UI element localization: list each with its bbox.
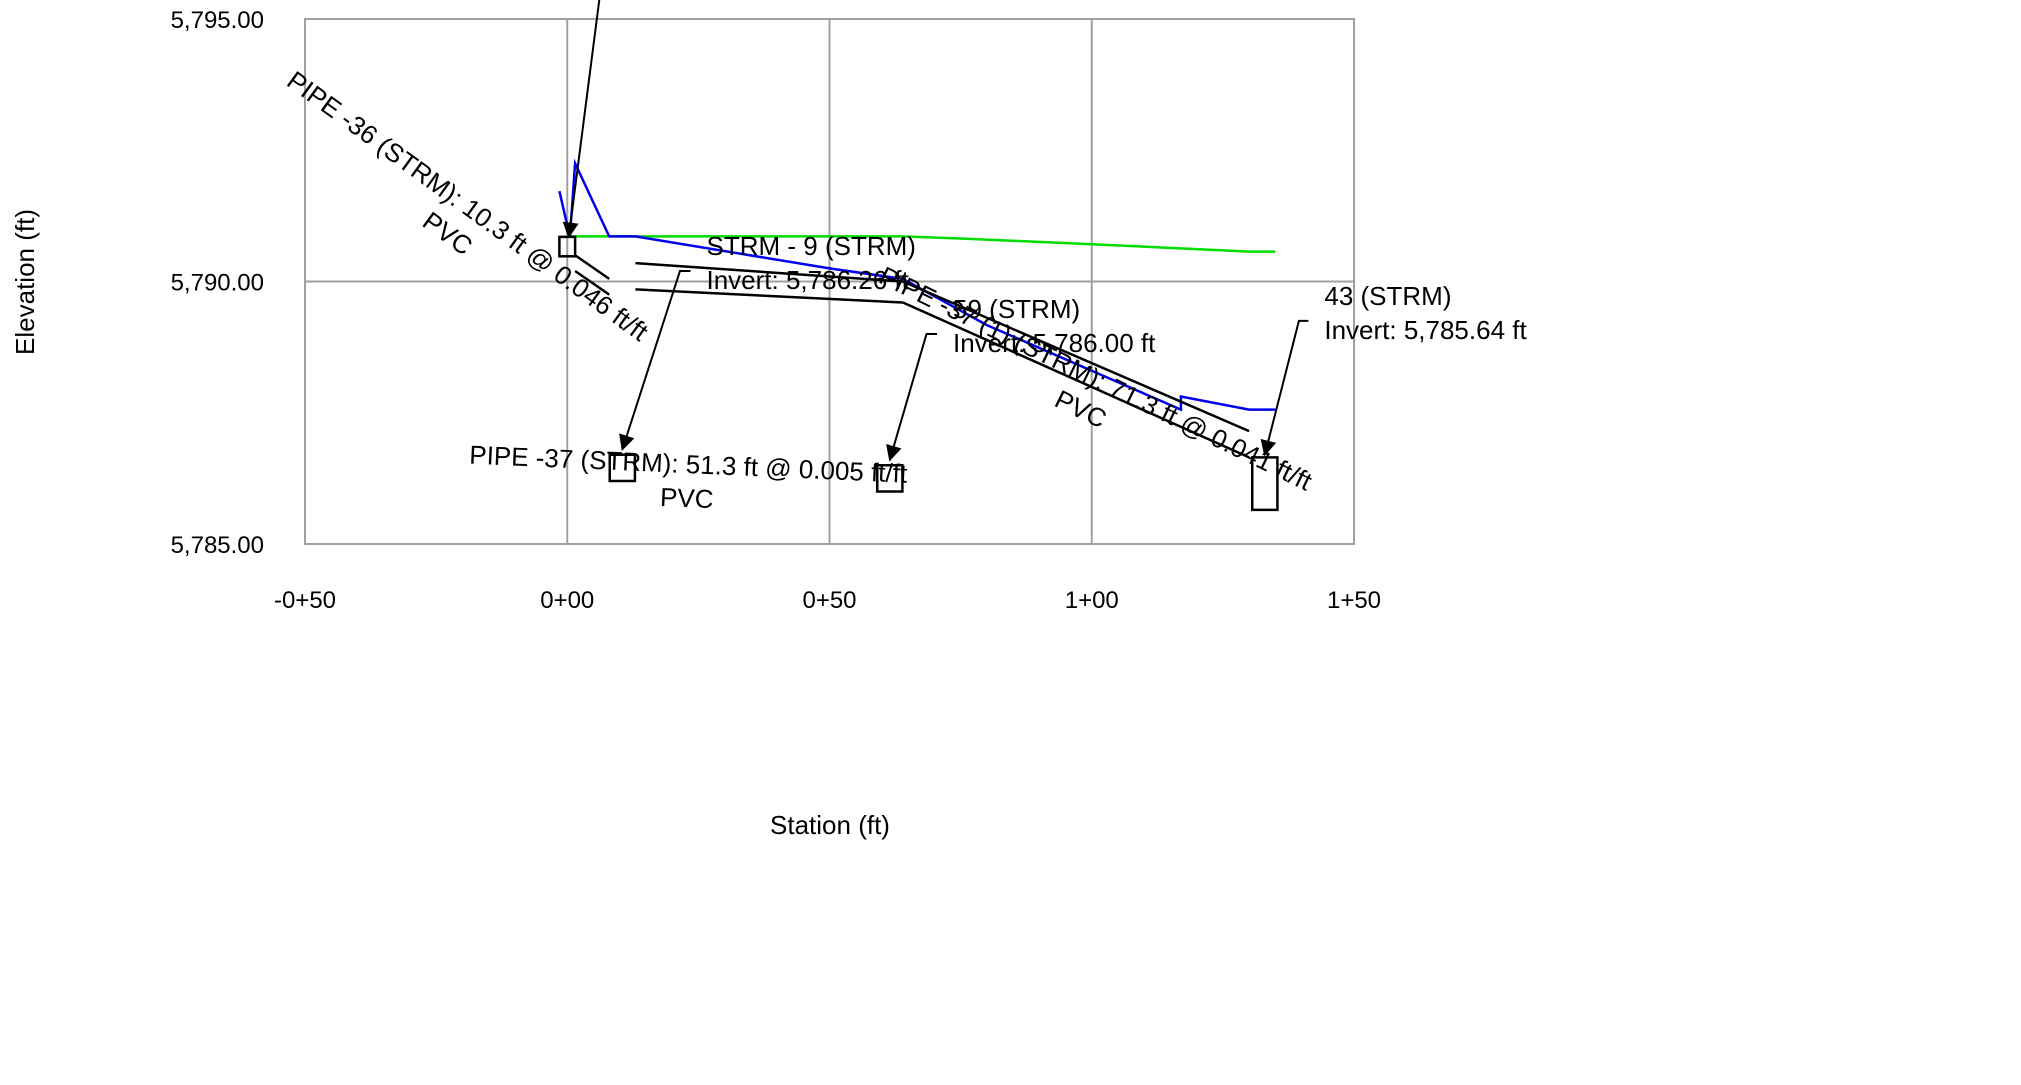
pipe-label-text: PVC: [659, 482, 714, 514]
pipe-label-text: PIPE -37 (1) (STRM): 71.3 ft @ 0.041 ft/…: [875, 260, 1318, 497]
annotation: 43 (STRM) Invert: 5,785.64 ft: [1260, 281, 1527, 457]
x-tick-label: 0+50: [802, 587, 856, 614]
pipe-line: [635, 288, 903, 304]
pipe-label-text: PIPE -36 (STRM): 10.3 ft @ 0.046 ft/ft: [282, 65, 655, 347]
structure-box: [608, 453, 637, 483]
pipe-label: PIPE -37 (STRM): 51.3 ft @ 0.005 ft/ftPV…: [469, 440, 909, 515]
series-lines: [558, 158, 1276, 412]
structure-annotations: CB-4Rim: 5,790.85 ftInvert: 5,790.48 ft S…: [562, 0, 1527, 462]
annotation: 59 (STRM) Invert: 5,786.00 ft: [886, 294, 1156, 462]
profile-chart: -0+50 0+00 0+50 1+00 1+50 5,785.00 5,790.00 5,7…: [10, 0, 1527, 840]
pipe-line: [902, 301, 1250, 459]
x-tick-label: 1+50: [1327, 587, 1381, 614]
annotation: CB-4Rim: 5,790.85 ftInvert: 5,790.48 ft: [562, 0, 601, 239]
pipe-label-text: PIPE -37 (STRM): 51.3 ft @ 0.005 ft/ft: [469, 440, 909, 489]
structure-box: [1250, 456, 1279, 512]
pipe-lines: [574, 254, 1250, 459]
x-tick-label: -0+50: [274, 587, 336, 614]
annotation-leader: [619, 270, 691, 452]
pipe-line: [902, 280, 1250, 433]
annotation-leader: [886, 333, 937, 462]
annotation-text: Invert: 5,786.00 ft: [953, 328, 1156, 358]
y-axis-title: Elevation (ft): [10, 209, 40, 355]
y-tick-label: 5,785.00: [171, 532, 264, 559]
y-tick-label: 5,790.00: [171, 270, 264, 297]
gridlines: [305, 19, 1354, 544]
annotation-text: Invert: 5,785.64 ft: [1324, 315, 1527, 345]
x-tick-label: 1+00: [1065, 587, 1119, 614]
plot-area-frame: [304, 18, 1355, 545]
annotation-text: STRM - 9 (STRM): [707, 231, 916, 261]
pipe-label: PIPE -36 (STRM): 10.3 ft @ 0.046 ft/ftPV…: [282, 65, 655, 347]
structure-box: [875, 464, 904, 493]
annotation-text: 43 (STRM): [1324, 281, 1451, 311]
annotation-text: Invert: 5,786.26 ft: [707, 265, 910, 295]
x-tick-label: 0+00: [540, 587, 594, 614]
annotation-leader: [1260, 319, 1309, 457]
series-line: [558, 158, 1276, 412]
pipe-line: [574, 254, 610, 280]
y-tick-label: 5,795.00: [171, 7, 264, 34]
pipe-line: [574, 269, 610, 296]
structures: [558, 235, 1279, 512]
annotation-leader: [562, 0, 601, 239]
pipe-label: PIPE -37 (1) (STRM): 71.3 ft @ 0.041 ft/…: [875, 260, 1318, 497]
x-axis-title: Station (ft): [770, 810, 890, 840]
annotation: STRM - 9 (STRM) Invert: 5,786.26 ft: [619, 231, 916, 452]
series-line: [569, 235, 1276, 253]
annotation-text: 59 (STRM): [953, 294, 1080, 324]
pipe-line: [635, 261, 904, 283]
tick-labels: -0+50 0+00 0+50 1+00 1+50 5,785.00 5,790.00 5,7…: [171, 7, 1381, 614]
